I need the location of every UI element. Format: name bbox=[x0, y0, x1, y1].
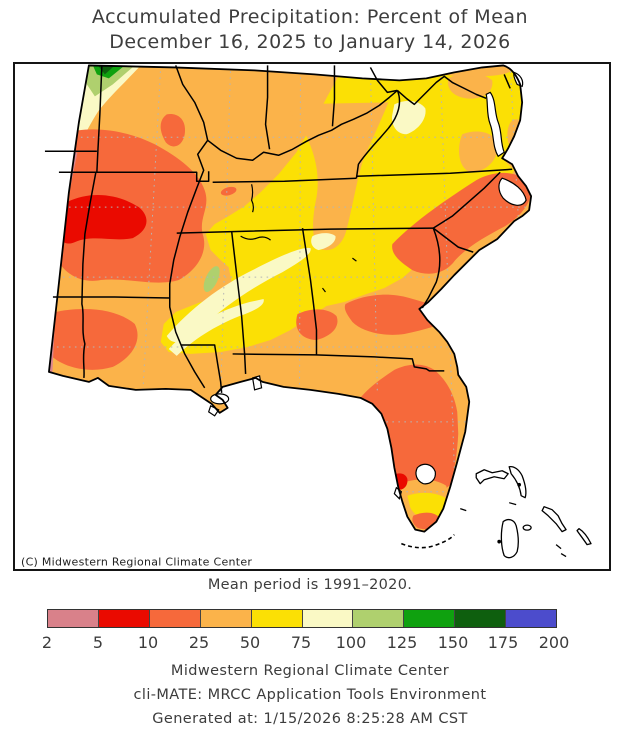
scale-tick: 25 bbox=[188, 633, 210, 652]
footer-org: Midwestern Regional Climate Center bbox=[170, 663, 450, 679]
legend-cell bbox=[302, 610, 354, 627]
title-line-2: December 16, 2025 to January 14, 2026 bbox=[109, 31, 511, 53]
scale-tick: 200 bbox=[538, 633, 570, 652]
map-attribution: (C) Midwestern Regional Climate Center bbox=[21, 556, 252, 569]
footer-app: cli-MATE: MRCC Application Tools Environ… bbox=[133, 687, 487, 703]
legend-cell bbox=[455, 610, 507, 627]
state-borders bbox=[44, 65, 513, 393]
mississippi-river bbox=[168, 65, 209, 389]
lake-pontchartrain bbox=[210, 393, 230, 405]
ohio-river bbox=[207, 89, 398, 162]
scale-tick: 150 bbox=[437, 633, 469, 652]
legend-cell bbox=[149, 610, 201, 627]
legend-cell bbox=[251, 610, 303, 627]
lake-okeechobee bbox=[415, 463, 436, 485]
chesapeake-bay bbox=[485, 91, 505, 158]
scale-tick: 50 bbox=[239, 633, 261, 652]
scale-tick: 125 bbox=[386, 633, 418, 652]
legend-cell bbox=[98, 610, 150, 627]
river-squiggles bbox=[240, 184, 357, 293]
chart-title: Accumulated Precipitation: Percent of Me… bbox=[0, 5, 620, 55]
footer-generated-at: Generated at: 1/15/2026 8:25:28 AM CST bbox=[152, 711, 468, 727]
title-line-1: Accumulated Precipitation: Percent of Me… bbox=[91, 6, 529, 28]
color-scale-bar bbox=[47, 609, 557, 628]
scale-tick: 2 bbox=[41, 633, 53, 652]
coastline bbox=[48, 64, 533, 533]
legend-cell bbox=[404, 610, 456, 627]
legend-cell bbox=[48, 610, 99, 627]
color-scale-labels: 2 5 10 25 50 75 100 125 150 175 200 bbox=[0, 633, 620, 653]
bahamas-islands bbox=[460, 465, 592, 559]
mean-period-note: Mean period is 1991–2020. bbox=[207, 577, 413, 593]
map-frame: (C) Midwestern Regional Climate Center bbox=[13, 62, 611, 571]
scale-tick: 100 bbox=[335, 633, 367, 652]
scale-tick: 175 bbox=[487, 633, 519, 652]
florida-keys bbox=[401, 534, 455, 549]
pamlico-sound bbox=[498, 177, 527, 206]
scale-tick: 10 bbox=[137, 633, 159, 652]
precip-contour-fills bbox=[48, 65, 532, 532]
legend-cell bbox=[353, 610, 405, 627]
precipitation-map: (C) Midwestern Regional Climate Center bbox=[21, 64, 592, 569]
scale-tick: 5 bbox=[92, 633, 104, 652]
scale-tick: 75 bbox=[290, 633, 312, 652]
legend-cell bbox=[200, 610, 252, 627]
legend-cell bbox=[506, 610, 557, 627]
